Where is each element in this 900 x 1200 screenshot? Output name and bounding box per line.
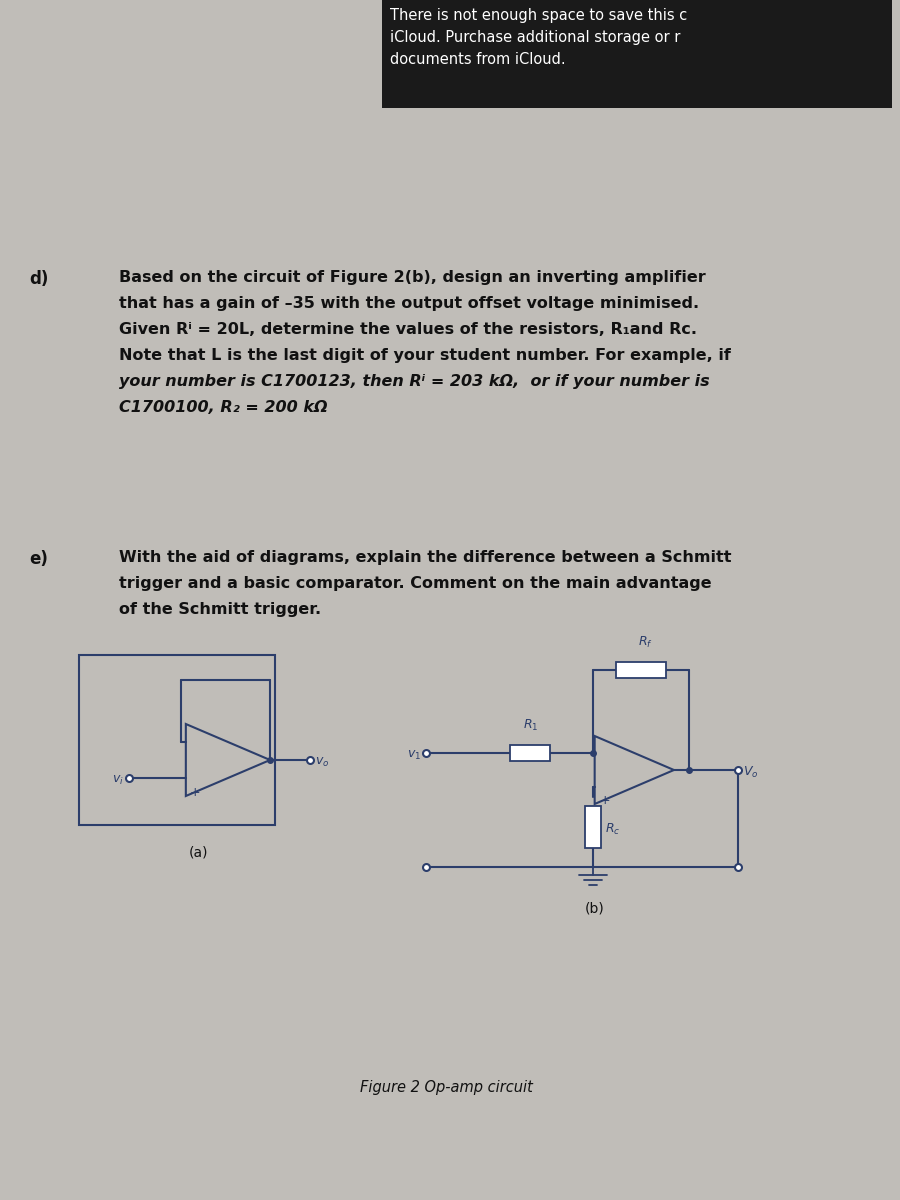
Text: $v_o$: $v_o$ bbox=[315, 756, 329, 768]
Text: d): d) bbox=[30, 270, 50, 288]
Text: +: + bbox=[599, 794, 610, 808]
Bar bbox=[585, 806, 600, 848]
Text: (a): (a) bbox=[188, 845, 208, 859]
Bar bbox=[616, 662, 665, 678]
Text: Based on the circuit of Figure 2(b), design an inverting amplifier: Based on the circuit of Figure 2(b), des… bbox=[119, 270, 706, 284]
Text: $R_1$: $R_1$ bbox=[523, 718, 538, 733]
Text: that has a gain of –35 with the output offset voltage minimised.: that has a gain of –35 with the output o… bbox=[119, 296, 699, 311]
Text: Given Rⁱ = 20L, determine the values of the resistors, R₁and Rᴄ.: Given Rⁱ = 20L, determine the values of … bbox=[119, 322, 697, 337]
Bar bbox=[510, 745, 550, 761]
Text: With the aid of diagrams, explain the difference between a Schmitt: With the aid of diagrams, explain the di… bbox=[119, 550, 732, 565]
Text: There is not enough space to save this c
iCloud. Purchase additional storage or : There is not enough space to save this c… bbox=[390, 8, 687, 67]
Text: (b): (b) bbox=[585, 902, 605, 916]
Text: Figure 2 Op-amp circuit: Figure 2 Op-amp circuit bbox=[360, 1080, 533, 1094]
Text: $V_o$: $V_o$ bbox=[743, 764, 759, 780]
Text: C1700100, R₂ = 200 kΩ: C1700100, R₂ = 200 kΩ bbox=[119, 400, 328, 415]
Text: your number is C1700123, then Rⁱ = 203 kΩ,  or if your number is: your number is C1700123, then Rⁱ = 203 k… bbox=[119, 374, 709, 389]
Text: $v_i$: $v_i$ bbox=[112, 774, 124, 786]
Text: +: + bbox=[190, 786, 201, 798]
Text: $v_1$: $v_1$ bbox=[407, 749, 421, 762]
Text: of the Schmitt trigger.: of the Schmitt trigger. bbox=[119, 602, 321, 617]
Text: e): e) bbox=[30, 550, 49, 568]
Text: $R_c$: $R_c$ bbox=[605, 822, 620, 836]
Bar bbox=[79, 655, 275, 826]
Text: $R_f$: $R_f$ bbox=[638, 635, 653, 650]
Text: trigger and a basic comparator. Comment on the main advantage: trigger and a basic comparator. Comment … bbox=[119, 576, 712, 590]
Text: Note that L is the last digit of your student number. For example, if: Note that L is the last digit of your st… bbox=[119, 348, 731, 362]
Bar bbox=[382, 0, 892, 108]
